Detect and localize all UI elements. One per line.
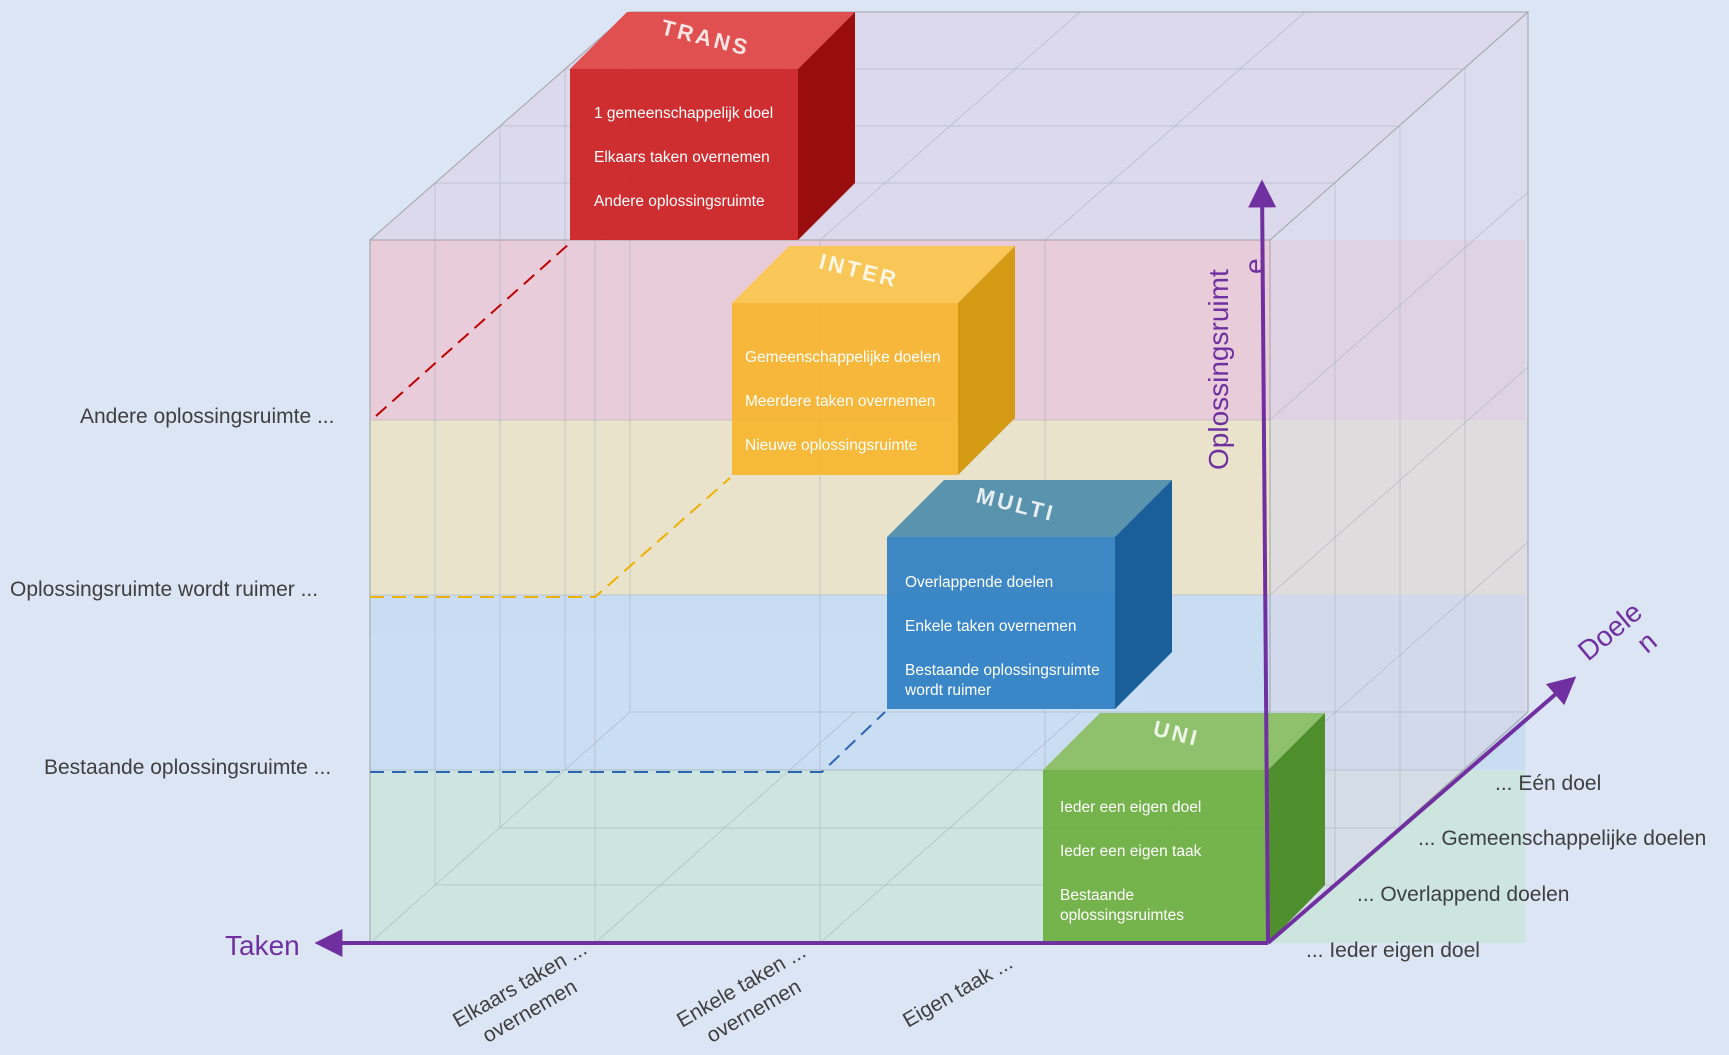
cube-multi-line-2: Enkele taken overnemen (905, 618, 1076, 635)
cube-uni-line-3: Bestaande (1060, 887, 1134, 904)
axis-oplossingsruimte-label: Oplossingsruimt e (1203, 258, 1270, 470)
cube-uni-line-4: oplossingsruimtes (1060, 907, 1184, 924)
cube-multi-line-1: Overlappende doelen (905, 574, 1053, 591)
guide-lines (370, 242, 886, 773)
cube-uni: UNI Ieder een eigen doel Ieder een eigen… (1043, 713, 1325, 943)
right-label-een-doel: ... Eén doel (1495, 772, 1601, 795)
bottom-label-eigen-line-1: Eigen taak ... (899, 951, 1017, 1032)
layer-bands (370, 12, 1528, 943)
left-label-bestaande: Bestaande oplossingsruimte ... (44, 756, 331, 779)
cube-inter-line-1: Gemeenschappelijke doelen (745, 349, 941, 366)
left-label-ruimer: Oplossingsruimte wordt ruimer ... (10, 578, 318, 601)
cube-multi-line-4: wordt ruimer (904, 682, 991, 699)
cube-inter-line-3: Nieuwe oplossingsruimte (745, 437, 917, 454)
cube-uni-line-1: Ieder een eigen doel (1060, 799, 1201, 816)
guide-blue (370, 711, 886, 773)
axis-oplossingsruimte-label-part-2: e (1239, 258, 1270, 274)
right-label-ieder: ... Ieder eigen doel (1306, 939, 1480, 962)
right-label-overlappend: ... Overlappend doelen (1357, 883, 1569, 906)
axis-doelen-label: Doele n (1572, 596, 1663, 667)
axis-oplossingsruimte (1248, 179, 1277, 944)
cube-inter: INTER Gemeenschappelijke doelen Meerdere… (732, 246, 1015, 475)
bottom-label-eigen: Eigen taak ... (899, 951, 1017, 1032)
cube-trans-line-2: Elkaars taken overnemen (594, 149, 770, 166)
bottom-label-enkele: Enkele taken ... overnemen (673, 940, 810, 1048)
left-label-andere: Andere oplossingsruimte ... (80, 405, 334, 428)
cube-uni-line-2: Ieder een eigen taak (1060, 843, 1202, 860)
axis-doelen-label-part-2: n (1631, 625, 1663, 659)
cube-trans-line-3: Andere oplossingsruimte (594, 193, 765, 210)
cube-inter-line-2: Meerdere taken overnemen (745, 393, 935, 410)
axes (314, 179, 1577, 957)
guide-yellow (370, 477, 731, 598)
axis-taken-label: Taken (225, 930, 300, 961)
bottom-label-elkaars: Elkaars taken ... overnemen (449, 937, 591, 1047)
cube-trans: TRANS 1 gemeenschappelijk doel Elkaars t… (570, 12, 855, 240)
right-label-gemeenschappelijke: ... Gemeenschappelijke doelen (1418, 827, 1706, 850)
cube-multi: MULTI Overlappende doelen Enkele taken o… (887, 480, 1172, 709)
axis-doelen (1266, 676, 1577, 945)
cube-multi-line-3: Bestaande oplossingsruimte (905, 662, 1100, 679)
axis-oplossingsruimte-label-part-1: Oplossingsruimt (1203, 269, 1234, 470)
cube-trans-line-1: 1 gemeenschappelijk doel (594, 105, 773, 122)
